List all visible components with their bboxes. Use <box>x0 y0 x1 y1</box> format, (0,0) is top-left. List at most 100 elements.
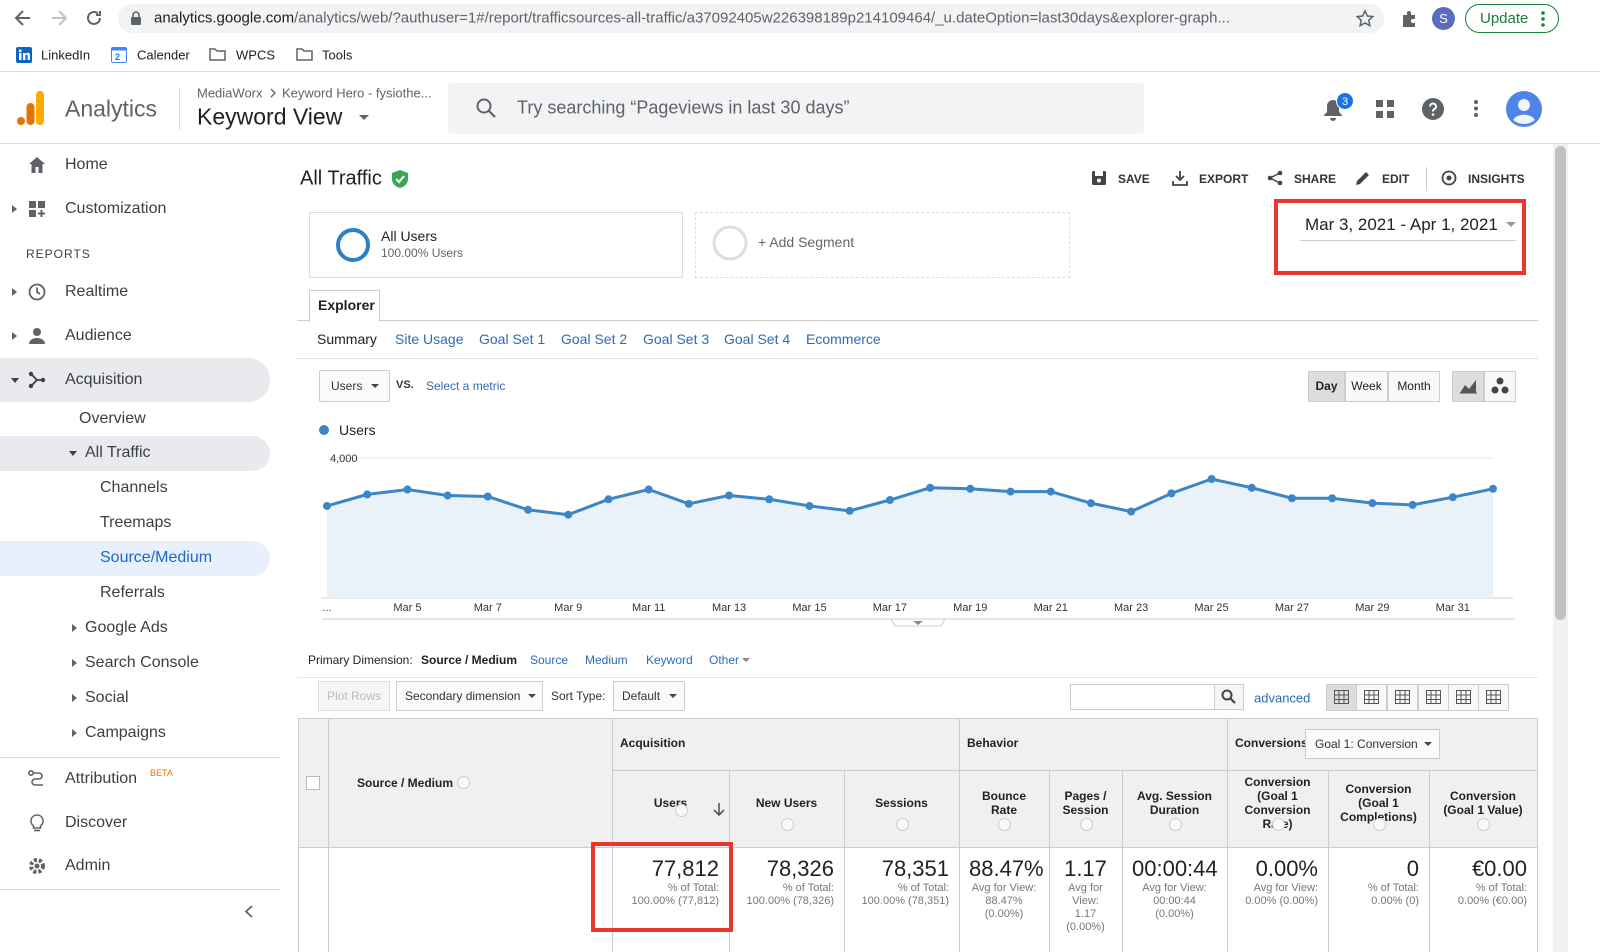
column-header[interactable]: Sessions <box>875 796 928 810</box>
view-toggle[interactable] <box>1326 684 1357 711</box>
dimension-option[interactable]: Medium <box>585 653 628 667</box>
action-button[interactable]: INSIGHTS <box>1468 172 1525 186</box>
expand-arrow[interactable] <box>12 205 17 213</box>
date-range[interactable]: Mar 3, 2021 - Apr 1, 2021 <box>1305 215 1498 234</box>
account-avatar[interactable] <box>1506 91 1542 127</box>
nav-item[interactable]: Treemaps <box>100 514 172 531</box>
action-button[interactable]: SHARE <box>1294 172 1337 186</box>
update-button[interactable]: Update <box>1465 4 1559 33</box>
nav-item[interactable]: Google Ads <box>85 619 168 636</box>
column-header[interactable]: New Users <box>755 796 818 810</box>
action-icon[interactable] <box>1172 170 1188 186</box>
column-header[interactable]: Conversion (Goal 1 Completions) <box>1340 782 1417 824</box>
metric-dropdown[interactable] <box>319 370 390 402</box>
subtab[interactable]: Goal Set 4 <box>724 331 791 347</box>
reload-button[interactable] <box>85 9 103 27</box>
column-header[interactable]: Bounce Rate <box>981 789 1026 817</box>
period-button[interactable]: Day <box>1308 371 1345 402</box>
select-metric[interactable]: Select a metric <box>426 379 506 393</box>
column-header[interactable]: Avg. Session Duration <box>1137 789 1212 817</box>
collapse-sidebar[interactable] <box>244 905 253 918</box>
plot-rows-button[interactable]: Plot Rows <box>318 681 390 711</box>
nav-item[interactable]: Campaigns <box>85 724 166 741</box>
add-segment-card[interactable] <box>695 212 1070 278</box>
nav-item[interactable]: Referrals <box>100 584 165 601</box>
nav-item[interactable]: Search Console <box>85 654 199 671</box>
expand-arrow[interactable] <box>12 332 17 340</box>
column-header[interactable]: Conversion (Goal 1 Value) <box>1443 789 1523 817</box>
view-toggle[interactable] <box>1387 684 1418 711</box>
column-header[interactable]: Users <box>653 796 688 810</box>
action-button[interactable]: EDIT <box>1382 172 1410 186</box>
secondary-dropdown[interactable]: Secondary dimension <box>396 681 543 711</box>
nav-item[interactable]: Realtime <box>65 283 129 300</box>
dimension-option[interactable]: Other <box>709 653 740 667</box>
expand-arrow[interactable] <box>72 729 77 737</box>
subtab[interactable]: Goal Set 3 <box>643 331 710 347</box>
nav-item[interactable]: Home <box>65 156 108 173</box>
collapse-arrow[interactable] <box>69 451 77 456</box>
nav-item[interactable]: Attribution <box>65 770 138 787</box>
goal-dropdown[interactable]: Goal 1: Conversion <box>1305 729 1440 759</box>
bookmark[interactable]: Tools <box>322 47 353 63</box>
period-button[interactable]: Month <box>1388 371 1440 402</box>
extensions[interactable] <box>1400 10 1418 28</box>
view-toggle[interactable] <box>1448 684 1479 711</box>
back-button[interactable] <box>14 9 32 27</box>
dimension-option[interactable]: Source / Medium <box>421 653 518 667</box>
subtab[interactable]: Site Usage <box>395 331 464 347</box>
expand-arrow[interactable] <box>72 659 77 667</box>
add-segment[interactable]: + Add Segment <box>758 234 855 250</box>
bookmark-star[interactable] <box>1355 9 1375 28</box>
segment-card[interactable] <box>309 212 683 278</box>
tab[interactable] <box>309 290 380 322</box>
expand-arrow[interactable] <box>72 624 77 632</box>
column-header[interactable]: Pages / Session <box>1062 789 1109 817</box>
address-bar[interactable] <box>118 4 1384 33</box>
nav-item[interactable]: Acquisition <box>65 371 143 388</box>
bookmark[interactable]: Calender <box>137 47 190 63</box>
bookmark[interactable]: LinkedIn <box>41 47 91 63</box>
nav-item[interactable]: Social <box>85 689 129 706</box>
view-selector[interactable]: Keyword View <box>197 103 343 130</box>
nav-item[interactable]: Audience <box>65 327 132 344</box>
dimension-option[interactable]: Source <box>530 653 569 667</box>
scrollbar-thumb[interactable] <box>1555 146 1566 620</box>
checkbox[interactable] <box>306 776 320 790</box>
action-icon[interactable] <box>1091 170 1107 186</box>
action-icon[interactable] <box>1267 170 1283 186</box>
view-toggle[interactable] <box>1478 684 1509 711</box>
column-header[interactable]: Conversion (Goal 1 Conversion Rate) <box>1244 775 1311 831</box>
nav-item[interactable]: Source/Medium <box>100 549 213 566</box>
expand-arrow[interactable] <box>72 694 77 702</box>
chart-toggle[interactable] <box>1484 371 1516 402</box>
apps-grid[interactable] <box>1376 100 1394 118</box>
more-menu[interactable] <box>1474 100 1478 117</box>
help[interactable] <box>1422 98 1444 120</box>
update-menu[interactable] <box>1541 11 1545 27</box>
subtab[interactable]: Ecommerce <box>806 331 881 347</box>
chart-toggle[interactable] <box>1452 371 1484 402</box>
nav-item[interactable]: Discover <box>65 814 128 831</box>
bookmark[interactable]: WPCS <box>236 47 275 63</box>
period-button[interactable]: Week <box>1345 371 1388 402</box>
action-icon[interactable] <box>1441 170 1457 186</box>
expand-arrow[interactable] <box>12 288 17 296</box>
action-button[interactable]: SAVE <box>1118 172 1150 186</box>
table-search-button[interactable] <box>1214 684 1244 710</box>
search-box[interactable] <box>448 83 1144 134</box>
nav-item[interactable]: Admin <box>65 857 111 874</box>
forward-button[interactable] <box>50 9 68 27</box>
subtab[interactable]: Goal Set 2 <box>561 331 628 347</box>
subtab[interactable]: Goal Set 1 <box>479 331 546 347</box>
action-button[interactable]: EXPORT <box>1199 172 1249 186</box>
dimension-option[interactable]: Keyword <box>646 653 693 667</box>
nav-item[interactable]: Overview <box>79 410 146 427</box>
profile-avatar[interactable]: S <box>1432 7 1455 30</box>
nav-item[interactable]: Channels <box>100 479 168 496</box>
subtab[interactable]: Summary <box>317 331 377 347</box>
view-toggle[interactable] <box>1356 684 1387 711</box>
table-search[interactable] <box>1070 684 1215 710</box>
collapse-arrow[interactable] <box>11 378 19 383</box>
advanced-link[interactable]: advanced <box>1254 690 1311 706</box>
